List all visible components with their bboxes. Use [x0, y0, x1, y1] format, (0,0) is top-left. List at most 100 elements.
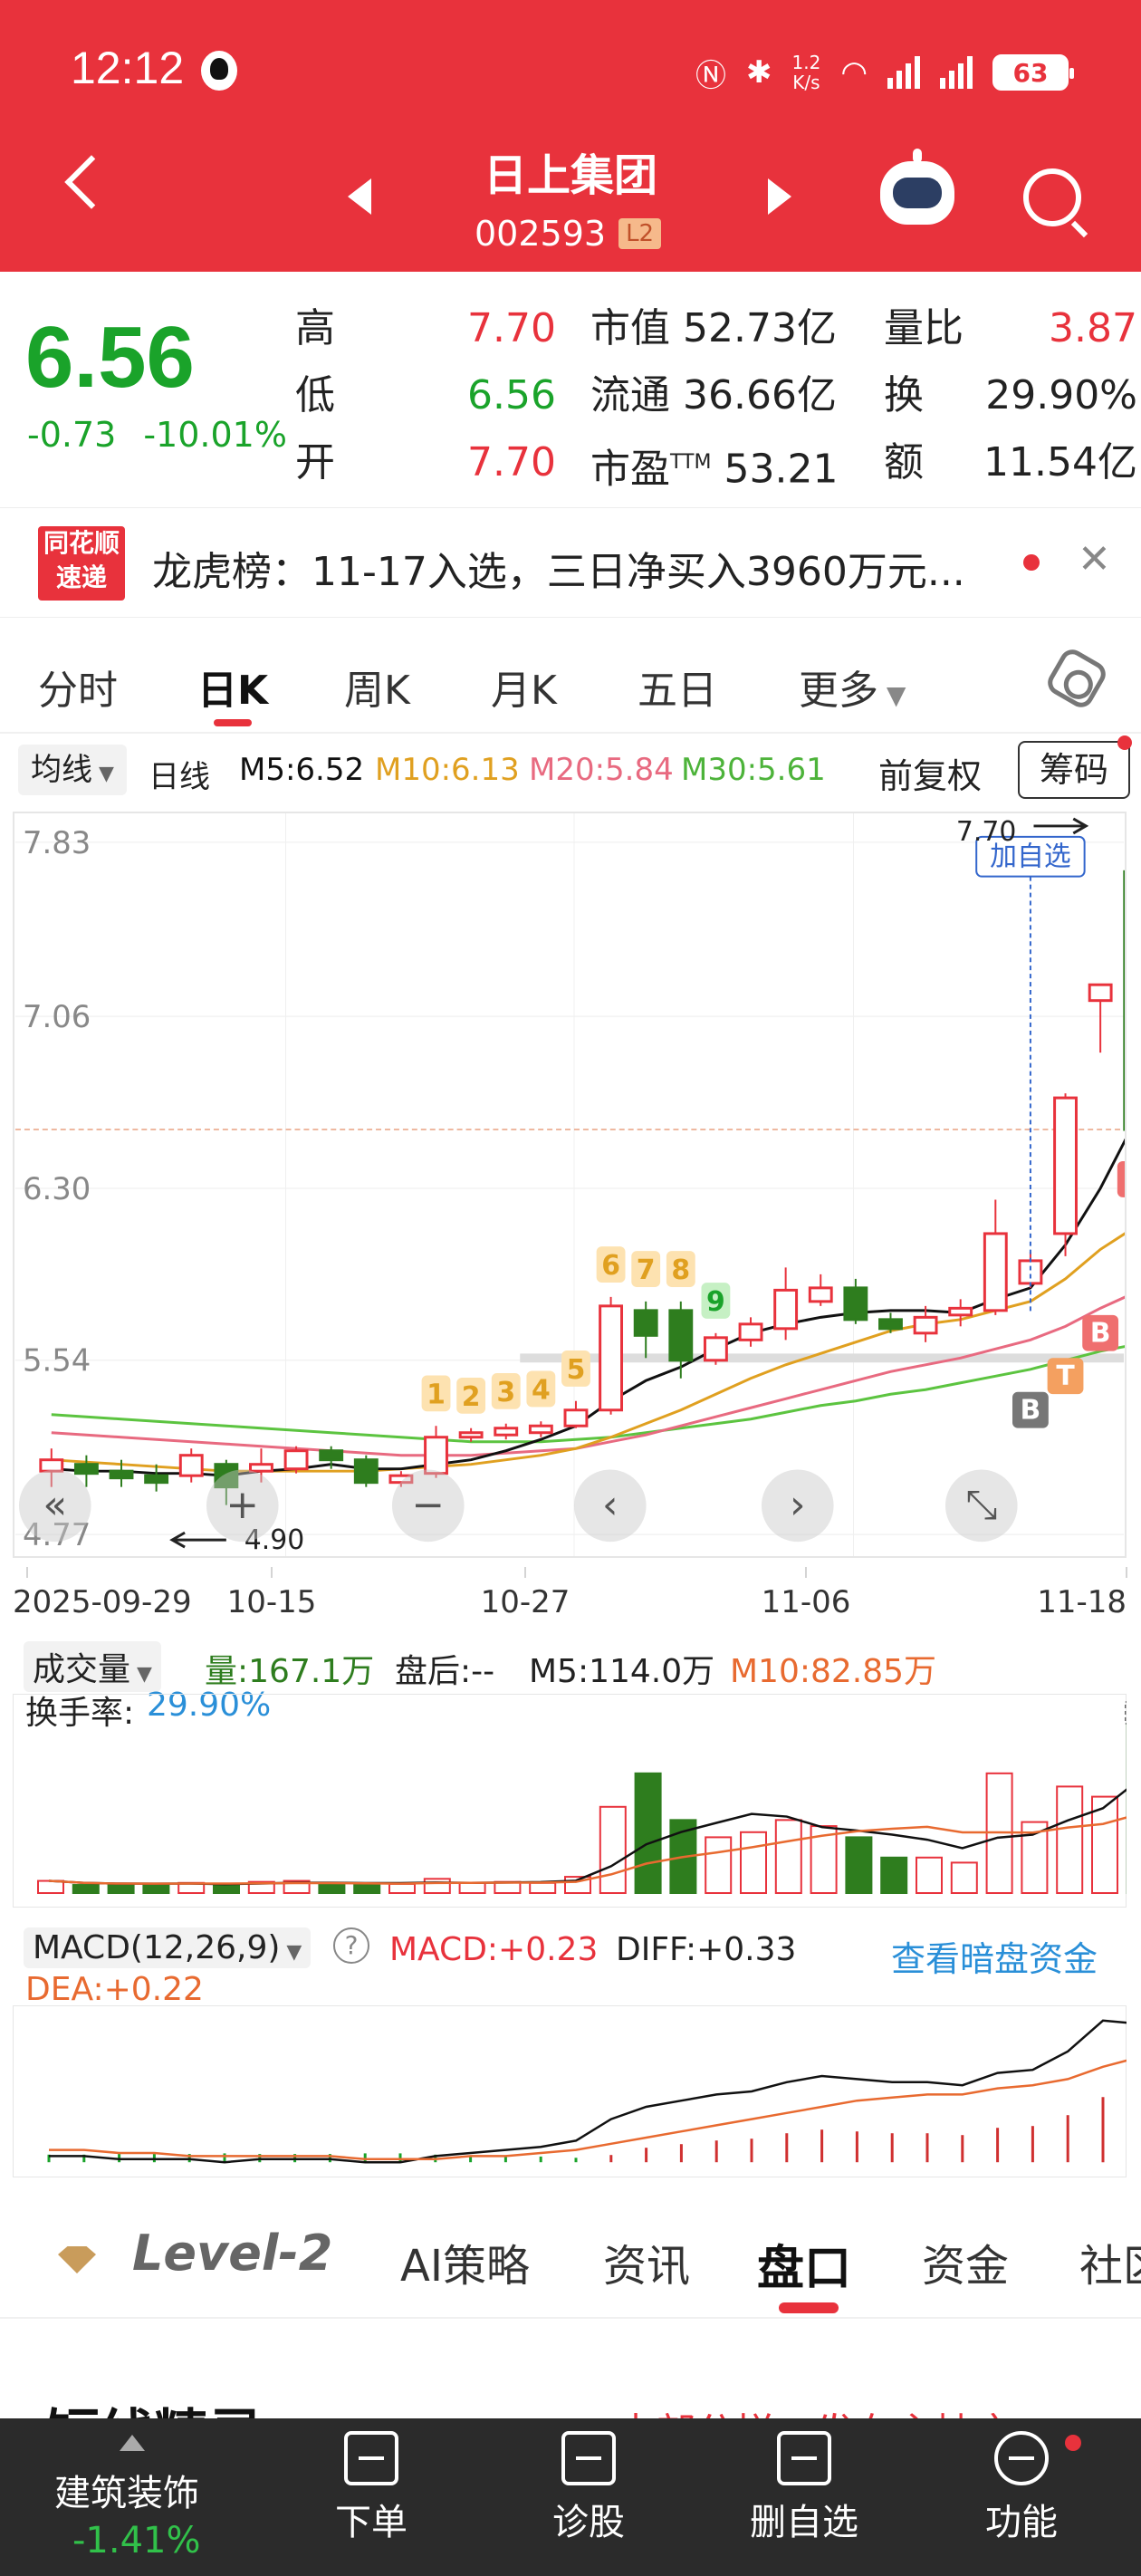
tab-monthly-k[interactable]: 月K	[491, 668, 557, 714]
ma10-line	[51, 1232, 1125, 1473]
active-tab-indicator	[779, 2302, 839, 2313]
tab-daily-k[interactable]: 日K	[197, 668, 269, 714]
volume-chart[interactable]	[13, 1694, 1127, 1908]
next-stock-icon[interactable]	[768, 178, 791, 215]
candle	[1018, 1259, 1043, 1285]
stock-code: 002593	[475, 214, 607, 254]
search-icon[interactable]	[1023, 168, 1081, 226]
pe-sup: TTM	[670, 451, 712, 474]
help-icon[interactable]: ?	[333, 1927, 369, 1964]
candle	[983, 1232, 1008, 1312]
diamond-icon	[58, 2246, 96, 2273]
order-label: 下单	[335, 2502, 408, 2543]
dark-pool-link[interactable]: 查看暗盘资金	[891, 1939, 1098, 1979]
kline-chart[interactable]: 7.837.066.305.544.77123456789BTBB加自选7.70…	[13, 812, 1127, 1558]
functions-button[interactable]: 功能	[931, 2431, 1112, 2545]
value: 52.73亿	[683, 305, 837, 351]
document-icon	[344, 2431, 398, 2485]
candle	[913, 1315, 938, 1335]
candle	[249, 1463, 273, 1473]
volume-bar	[458, 1881, 486, 1895]
y-tick-label: 6.30	[23, 1171, 91, 1206]
y-tick-label: 7.83	[23, 825, 91, 860]
tab-community[interactable]: 社区	[1079, 2241, 1141, 2292]
close-icon[interactable]: ✕	[1078, 536, 1111, 582]
l2-badge[interactable]: L2	[618, 218, 662, 249]
volume-highlight-box	[1125, 1701, 1127, 1725]
remove-watch-button[interactable]: 删自选	[714, 2431, 895, 2545]
tab-five-day[interactable]: 五日	[638, 668, 717, 714]
unread-dot-icon	[1023, 554, 1040, 571]
volume-bar	[599, 1805, 627, 1894]
trade-marker-bg	[1047, 1358, 1084, 1395]
td-marker-label: 6	[601, 1250, 620, 1282]
tab-fund-flow[interactable]: 资金	[922, 2241, 1010, 2292]
candle	[948, 1306, 973, 1317]
adjust-mode[interactable]: 前复权	[878, 756, 983, 796]
tab-level2[interactable]: Level-2	[132, 2225, 333, 2282]
candle	[668, 1309, 694, 1362]
tab-intraday[interactable]: 分时	[38, 668, 118, 714]
value: 3.87	[1049, 305, 1137, 351]
volume-selector[interactable]: 成交量 ▼	[24, 1641, 161, 1692]
signal-1-icon	[887, 56, 920, 89]
stock-code-row: 002593 L2	[475, 214, 662, 254]
ma5-value: M5:6.52	[239, 752, 365, 788]
news-ticker[interactable]: 同花顺 速递 龙虎榜：11-17入选，三日净买入3960万元...	[0, 507, 1141, 618]
tab-more[interactable]: 更多 ▼	[799, 658, 906, 716]
tab-news[interactable]: 资讯	[603, 2241, 691, 2292]
tab-weekly-k[interactable]: 周K	[344, 668, 410, 714]
after-hours: 盘后:--	[395, 1653, 495, 1690]
trade-marker: T	[1056, 1360, 1075, 1392]
candle	[424, 1436, 448, 1475]
chart-control-button[interactable]	[573, 1469, 647, 1543]
prev-stock-icon[interactable]	[348, 178, 371, 215]
label: 换	[884, 372, 924, 418]
news-text[interactable]: 龙虎榜：11-17入选，三日净买入3960万元...	[152, 549, 965, 595]
chart-control-glyph: −	[411, 1482, 445, 1528]
candle	[494, 1427, 519, 1437]
label: 高	[295, 305, 335, 351]
chart-control-button[interactable]	[206, 1469, 279, 1543]
td-marker-bg	[701, 1283, 731, 1319]
chevron-down-icon: ▼	[92, 763, 114, 785]
quote-turnover: 换 29.90%	[884, 362, 1137, 429]
current-price: 6.56	[25, 309, 195, 406]
candle	[73, 1463, 99, 1475]
chevron-down-icon: ▼	[280, 1941, 302, 1964]
chip-distribution-button[interactable]: 筹码	[1018, 741, 1130, 799]
chart-control-glyph: ‹	[602, 1482, 618, 1528]
buy-marker-bg	[1082, 1314, 1119, 1351]
chart-control-button[interactable]	[18, 1469, 91, 1543]
chart-control-button[interactable]	[944, 1469, 1018, 1543]
tab-order-book[interactable]: 盘口	[757, 2242, 852, 2296]
y-tick-label: 5.54	[23, 1343, 91, 1379]
order-button[interactable]: 下单	[281, 2431, 462, 2545]
candle	[388, 1474, 414, 1485]
diff-value: DIFF:+0.33	[616, 1931, 797, 1968]
chart-control-glyph: «	[43, 1482, 67, 1528]
ma-selector[interactable]: 均线 ▼	[18, 745, 127, 795]
diagnose-label: 诊股	[552, 2502, 625, 2543]
sector-name[interactable]: 建筑装饰	[54, 2473, 199, 2514]
td-marker-bg	[631, 1251, 661, 1287]
ma20-value: M20:5.84	[529, 752, 674, 788]
quote-panel: 6.56 -0.73 -10.01% 高 7.70 低 6.56 开 7.70 市值 …	[0, 272, 1141, 493]
label: 量比	[884, 305, 964, 351]
chart-control-button[interactable]	[391, 1469, 465, 1543]
low-mark-arrowhead	[169, 1531, 186, 1549]
macd-selector[interactable]: MACD(12,26,9) ▼	[24, 1927, 312, 1968]
chart-control-button[interactable]	[761, 1469, 834, 1543]
td-marker-label: 7	[637, 1254, 656, 1286]
quote-low: 低 6.56	[295, 362, 556, 429]
diagnose-button[interactable]: 诊股	[498, 2431, 679, 2545]
expand-up-icon[interactable]	[120, 2435, 145, 2451]
bottom-toolbar: 建筑装饰 -1.41% 下单 诊股 删自选 功能	[0, 2418, 1141, 2576]
macd-chart[interactable]	[13, 2005, 1127, 2177]
tab-ai-strategy[interactable]: AI策略	[400, 2241, 530, 2292]
ai-robot-icon[interactable]	[880, 149, 954, 225]
stock-name: 日上集团	[483, 150, 657, 201]
settings-icon[interactable]	[1043, 645, 1110, 712]
sector-change: -1.41%	[72, 2520, 201, 2562]
logo-line1: 同花顺	[43, 528, 120, 558]
